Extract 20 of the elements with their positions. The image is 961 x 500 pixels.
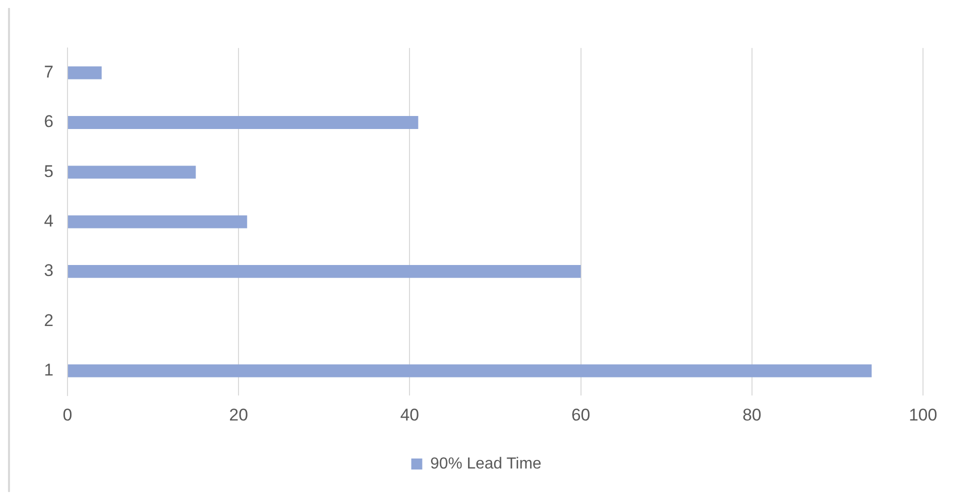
- bar: [68, 265, 581, 278]
- bar: [68, 66, 102, 80]
- bar: [68, 166, 196, 179]
- y-tick-label: 3: [44, 261, 54, 280]
- y-tick-label: 2: [44, 310, 54, 330]
- x-tick-label: 60: [571, 405, 590, 424]
- y-tick-label: 5: [44, 162, 54, 181]
- x-tick-label: 80: [742, 405, 762, 424]
- bar: [68, 116, 418, 129]
- bar: [68, 364, 872, 378]
- x-tick-label: 20: [229, 405, 248, 424]
- x-tick-label: 40: [400, 405, 420, 424]
- bar: [68, 215, 248, 228]
- y-tick-label: 4: [44, 211, 54, 230]
- y-tick-label: 7: [44, 62, 54, 82]
- y-tick-label: 1: [44, 360, 54, 380]
- x-tick-label: 100: [908, 405, 938, 424]
- y-tick-label: 6: [44, 112, 54, 132]
- x-tick-label: 0: [62, 405, 72, 424]
- legend-label: 90% Lead Time: [430, 455, 542, 472]
